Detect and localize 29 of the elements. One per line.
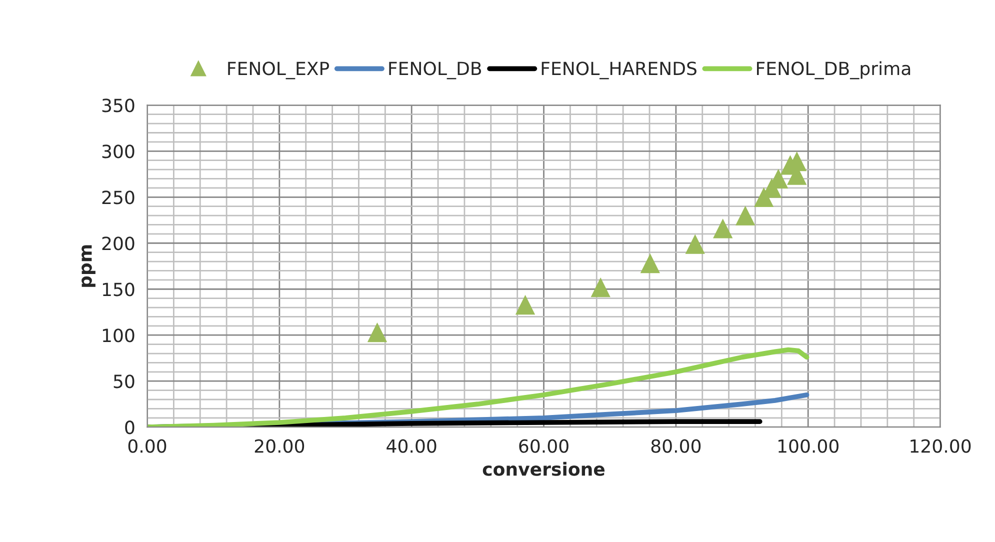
legend-label: FENOL_DB	[389, 62, 482, 80]
x-tick-label: 20.00	[254, 439, 304, 453]
y-tick-label: 100	[102, 328, 134, 342]
x-tick-label: 120.00	[910, 439, 971, 453]
x-axis-title: conversione	[482, 462, 605, 476]
point	[515, 294, 536, 315]
y-tick-label: 150	[102, 282, 134, 296]
point	[640, 254, 660, 274]
y-axis-title: ppm	[82, 245, 96, 287]
y-tick-label: 350	[102, 98, 134, 112]
y-tick-label: 0	[125, 420, 134, 434]
line-series	[147, 347, 810, 428]
point	[367, 322, 388, 342]
point	[736, 206, 756, 226]
y-tick-label: 200	[102, 236, 134, 250]
x-tick-label: 80.00	[651, 439, 701, 453]
point	[713, 218, 733, 238]
point	[685, 234, 705, 254]
x-tick-label: 40.00	[386, 439, 436, 453]
legend-label: FENOL_HARENDS	[542, 62, 696, 80]
x-tick-label: 60.00	[519, 439, 568, 453]
legend-label: FENOL_EXP	[228, 62, 330, 80]
point	[590, 277, 610, 298]
y-tick-label: 50	[114, 374, 134, 388]
y-tick-label: 250	[102, 190, 134, 204]
x-tick-label: 0.00	[128, 439, 166, 453]
y-tick-label: 300	[102, 144, 134, 158]
legend-label: FENOL_DB_prima	[757, 61, 910, 80]
x-tick-label: 100.00	[778, 439, 838, 453]
